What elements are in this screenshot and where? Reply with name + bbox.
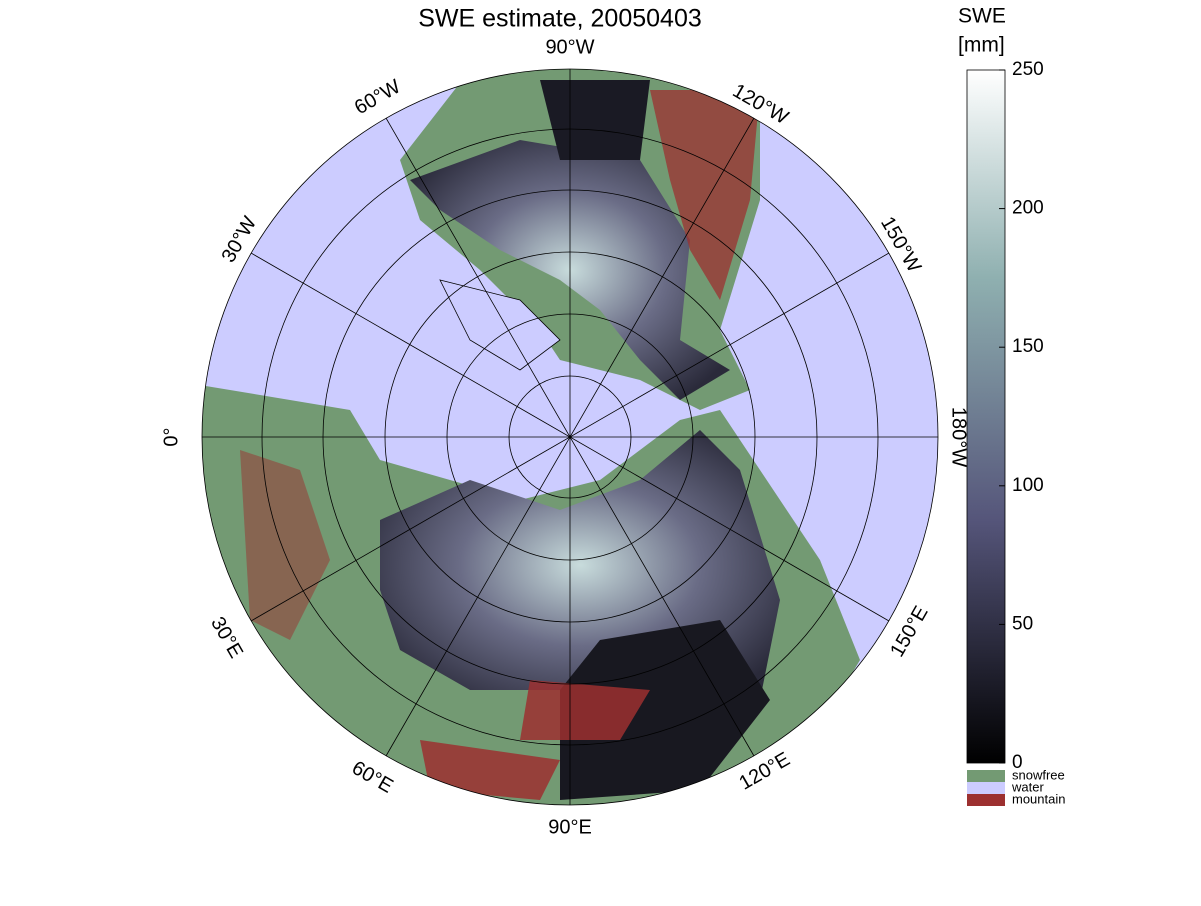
legend-label: mountain [1012, 791, 1065, 806]
title: SWE estimate, 20050403 [418, 5, 702, 33]
legend-label: snowfree [1012, 767, 1065, 782]
lon-label: 90°W [545, 36, 594, 58]
legend-swatch [967, 794, 1005, 806]
tick-label: 150 [1012, 336, 1044, 357]
legend-swatch [967, 770, 1005, 782]
colorbar-gradient [966, 69, 1006, 764]
lon-label: 180°W [948, 407, 970, 467]
tick-label: 100 [1012, 475, 1044, 496]
tick-label: 0 [1012, 752, 1023, 773]
legend-swatch [967, 782, 1005, 794]
tick-label: 200 [1012, 198, 1044, 219]
lon-label: 0° [160, 427, 182, 446]
graticule [201, 68, 939, 806]
lon-label: 60°E [348, 757, 397, 798]
lon-label: 90°E [548, 816, 592, 838]
legend-label: water [1011, 779, 1044, 794]
map [202, 69, 938, 805]
colorbar-title: [mm] [958, 34, 1005, 57]
lon-label: 30°E [206, 613, 247, 662]
tick-label: 250 [1012, 59, 1044, 80]
tick-label: 50 [1012, 613, 1033, 634]
colorbar-title: SWE [958, 5, 1006, 28]
colorbar: SWE [mm] 0 50 100 150 200 250 snowfreewatermou… [958, 5, 1065, 807]
